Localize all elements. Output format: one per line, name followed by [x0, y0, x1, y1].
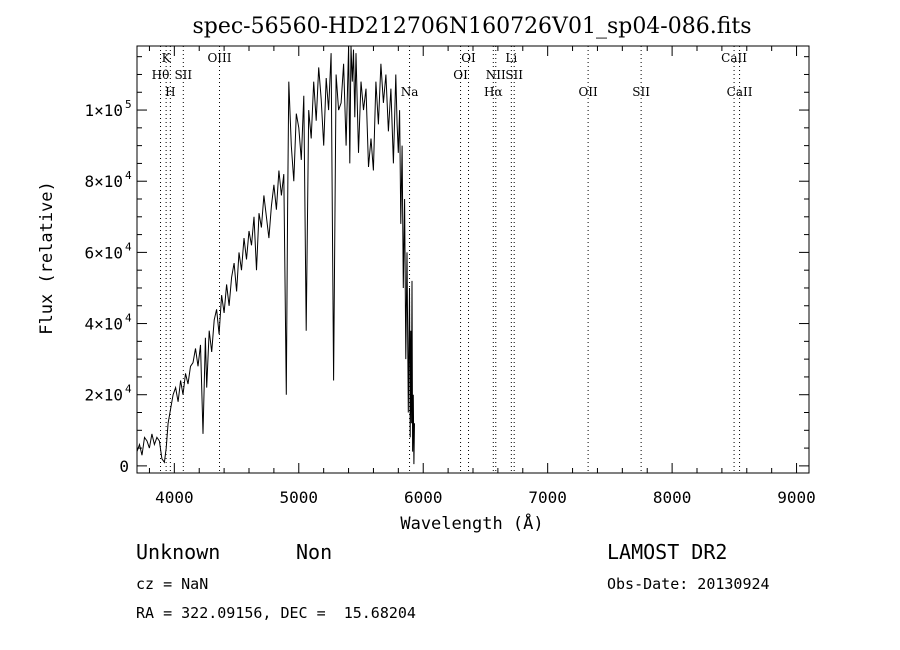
line-label: CaII	[721, 51, 747, 65]
line-label: OIII	[207, 51, 231, 65]
line-label: SII	[632, 85, 650, 99]
line-label: Na	[401, 85, 419, 99]
plot-frame	[136, 45, 810, 474]
line-label: SII	[505, 68, 523, 82]
x-tick-label: 5000	[280, 488, 319, 507]
line-label: SII	[174, 68, 192, 82]
line-label: NII	[486, 68, 506, 82]
y-axis-label: Flux (relative)	[37, 181, 57, 335]
x-tick-label: 4000	[155, 488, 194, 507]
chart-title: spec-56560-HD212706N160726V01_sp04-086.f…	[192, 14, 751, 39]
x-axis-label: Wavelength (Å)	[400, 512, 543, 534]
line-markers	[160, 46, 741, 473]
subclass-label: Non	[296, 540, 333, 564]
coordinates-label: RA = 322.09156, DEC = 15.68204	[136, 604, 416, 622]
line-label: Hα	[484, 85, 503, 99]
y-tick-exponent: 4	[125, 169, 132, 182]
y-tick-exponent: 4	[125, 383, 132, 396]
class-label: Unknown	[136, 540, 221, 564]
y-tick-label: 6×10	[84, 243, 123, 262]
line-label: OII	[578, 85, 598, 99]
y-tick-label: 1×10	[84, 101, 123, 120]
y-tick-label: 2×10	[84, 386, 123, 405]
line-label: OI	[461, 51, 476, 65]
spectrum-line	[136, 45, 415, 465]
obs-date-label: Obs-Date: 20130924	[607, 575, 770, 593]
x-tick-label: 9000	[777, 488, 816, 507]
line-label: Li	[505, 51, 517, 65]
redshift-label: cz = NaN	[136, 575, 209, 593]
y-tick-label: 8×10	[84, 172, 123, 191]
line-label: H	[165, 85, 175, 99]
y-tick-exponent: 5	[125, 98, 132, 111]
line-label: CaII	[727, 85, 753, 99]
line-labels: Hθ K H SII OIII Na OI OI Hα NII Li SII OII SII CaII CaI…	[152, 51, 753, 99]
line-label: K	[162, 51, 172, 65]
x-tick-label: 8000	[653, 488, 692, 507]
y-tick-label: 0	[119, 457, 129, 476]
survey-label: LAMOST DR2	[607, 540, 728, 564]
x-tick-label: 6000	[404, 488, 443, 507]
x-tick-label: 7000	[528, 488, 567, 507]
y-axis: 02×10 44×10 46×10 48×10 41×10 5	[84, 56, 809, 476]
y-tick-label: 4×10	[84, 315, 123, 334]
x-axis: 4000 5000 6000 7000 8000 9000	[148, 46, 816, 507]
y-tick-exponent: 4	[125, 240, 132, 253]
y-tick-exponent: 4	[125, 312, 132, 325]
line-label: OI	[453, 68, 468, 82]
line-label: Hθ	[152, 68, 170, 82]
